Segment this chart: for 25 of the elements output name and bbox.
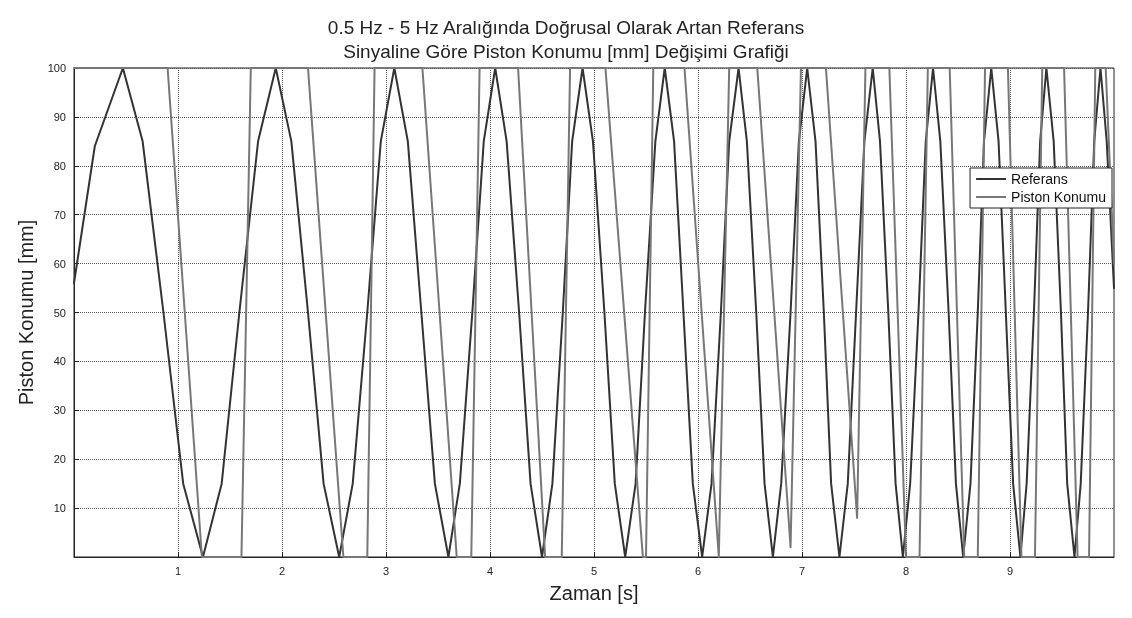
x-tick-label: 8	[902, 564, 910, 577]
y-axis-title: Piston Konumu [mm]	[15, 219, 37, 406]
y-tick-label: 90	[53, 110, 66, 123]
x-tick-label: 6	[694, 564, 702, 577]
y-tick-label: 60	[53, 257, 66, 270]
y-tick-label: 80	[53, 159, 66, 172]
y-tick-label: 30	[53, 404, 66, 417]
x-tick-label: 3	[382, 564, 390, 577]
x-tick-label: 7	[798, 564, 806, 577]
y-tick-label: 40	[53, 355, 66, 368]
y-tick-label: 50	[53, 306, 66, 319]
x-tick-label: 9	[1006, 564, 1014, 577]
y-tick-label: 100	[47, 62, 66, 74]
y-tick-label: 10	[53, 502, 66, 515]
x-axis-title: Zaman [s]	[549, 582, 639, 604]
x-tick-label: 4	[486, 564, 494, 577]
x-tick-label: 1	[174, 564, 182, 577]
y-tick-label: 20	[53, 453, 66, 466]
x-tick-label: 5	[590, 564, 598, 577]
legend-label: Referans	[1011, 171, 1068, 187]
chart-title: 0.5 Hz - 5 Hz Aralığında Doğrusal Olarak Artan Referans Sinyaline Göre Piston Konumu [mm] Değişimi Grafiği	[327, 16, 805, 62]
line-series	[73, 67, 1115, 558]
y-tick-label: 70	[53, 208, 66, 221]
legend-label: Piston Konumu	[1011, 189, 1107, 205]
x-tick-label: 2	[278, 564, 286, 577]
